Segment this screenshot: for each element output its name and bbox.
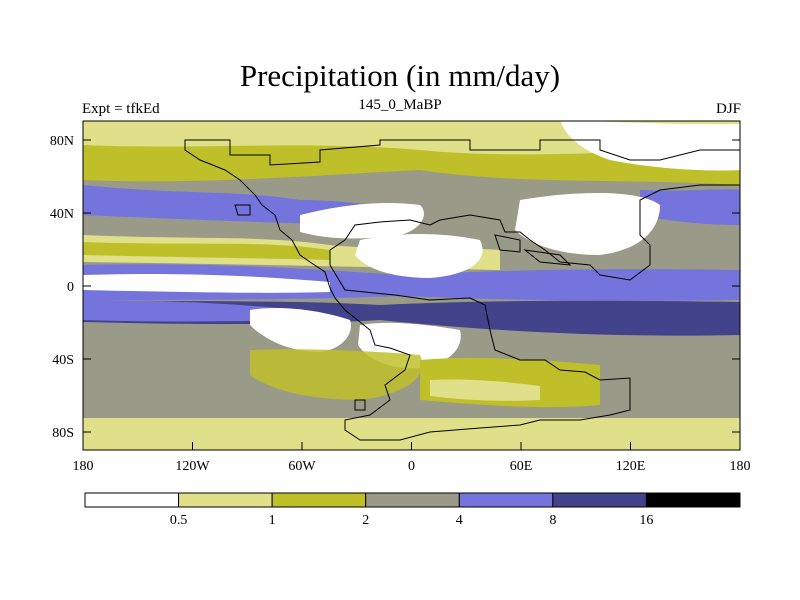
legend-swatch: [365, 492, 460, 508]
lon-label-120e: 120E: [616, 459, 646, 474]
legend-swatch: [271, 492, 367, 508]
lon-tick-marks: [82, 442, 741, 450]
dry-northeast-land: [515, 193, 660, 255]
lon-label-0: 0: [408, 459, 415, 474]
lon-label-180e: 180: [730, 459, 751, 474]
south-land-light: [430, 379, 540, 401]
coastlines: [184, 139, 740, 441]
south-land-moderate: [250, 349, 422, 400]
legend-label: 16: [639, 513, 653, 528]
dry-central-land: [355, 234, 483, 278]
lat-label-80s: 80S: [52, 426, 74, 441]
north-pacific-storm: [640, 189, 740, 225]
lat-label-80n: 80N: [50, 134, 74, 149]
lon-label-120w: 120W: [175, 459, 210, 474]
lon-label-180w: 180: [73, 459, 94, 474]
legend-label: 1: [269, 513, 276, 528]
legend-label: 0.5: [170, 513, 188, 528]
equatorial-dry-tongue: [83, 273, 330, 293]
lon-tick-labels: 180 120W 60W 0 60E 120E 180: [73, 459, 751, 474]
south-midlat-band: [83, 385, 740, 420]
legend-swatch: [84, 492, 180, 508]
island-outline: [234, 204, 251, 216]
dry-northwest-land: [300, 203, 424, 239]
subtrop-north-inner: [83, 242, 330, 260]
southern-convergence-west: [83, 300, 300, 322]
dry-south-ocean-patch: [250, 308, 351, 352]
legend-swatch: [552, 492, 647, 508]
supercontinent-outline: [184, 139, 740, 441]
island-outline-4: [523, 249, 572, 266]
legend-swatch: [178, 492, 273, 508]
island-outline-3: [494, 234, 521, 253]
lon-label-60e: 60E: [510, 459, 533, 474]
dry-arctic-east: [560, 121, 740, 171]
lat-label-40n: 40N: [50, 207, 74, 222]
lat-label-0: 0: [67, 280, 74, 295]
lon-label-60w: 60W: [288, 459, 316, 474]
experiment-label: Expt = tfkEd: [82, 101, 160, 117]
antarctic-band-lower: [83, 431, 740, 450]
legend-label: 8: [549, 513, 556, 528]
run-label: 145_0_MaBP: [358, 97, 442, 113]
lat-tick-labels: 80N 40N 0 40S 80S: [50, 134, 74, 441]
legend-label: 2: [362, 513, 369, 528]
lat-tick-marks: [83, 139, 740, 433]
legend-label: 4: [456, 513, 463, 528]
island-outline-2: [354, 399, 366, 411]
legend-swatch: [645, 492, 741, 508]
season-label: DJF: [715, 101, 741, 117]
lat-label-40s: 40S: [52, 353, 74, 368]
precipitation-field: [83, 121, 740, 450]
legend-swatch: [458, 492, 554, 508]
color-legend: 0.5 1 2 4 8 16: [84, 492, 741, 528]
map-title: Precipitation (in mm/day): [239, 58, 561, 93]
